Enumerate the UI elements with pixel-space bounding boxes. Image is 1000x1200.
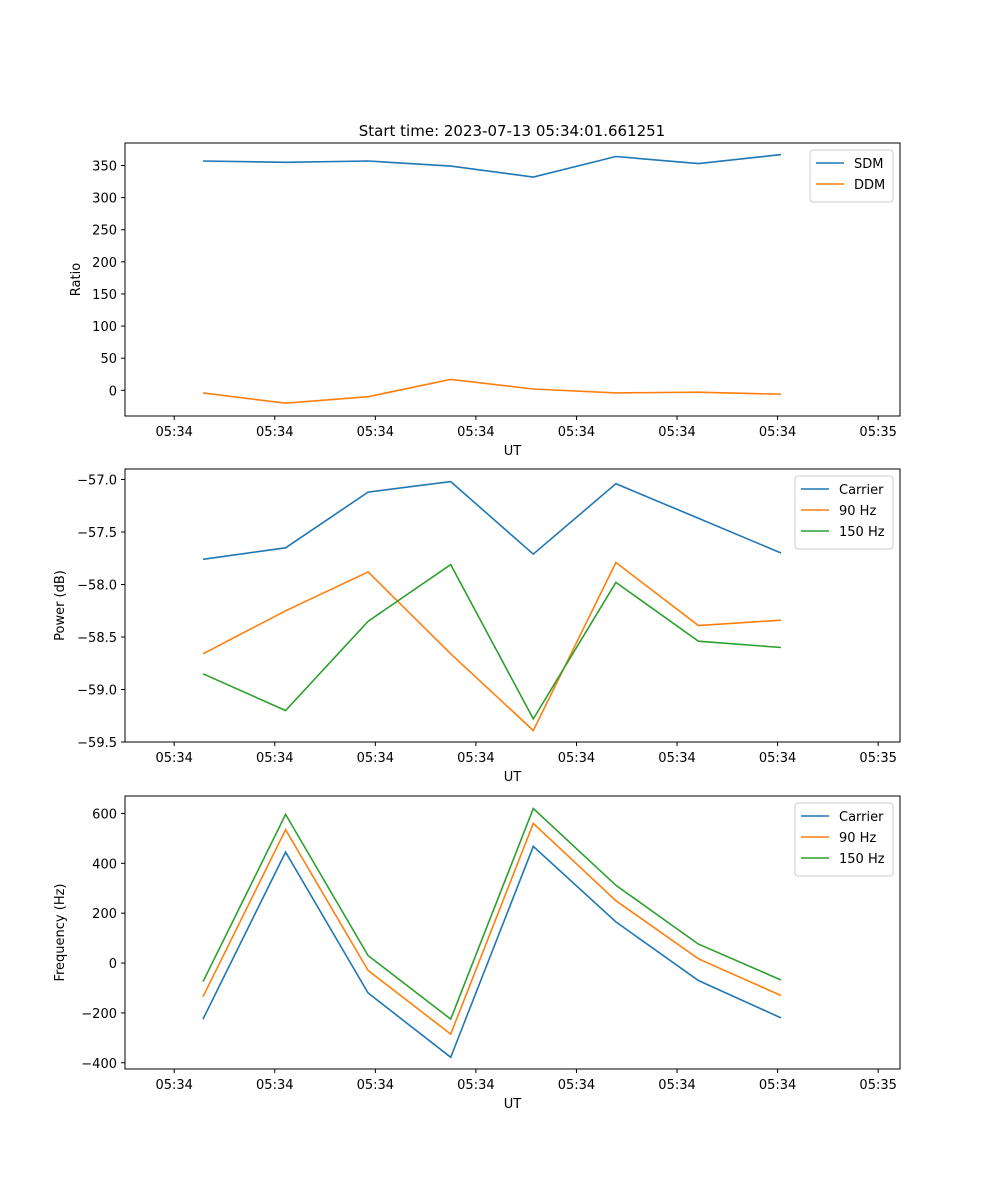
series-line-ddm (202, 378, 782, 405)
y-tick-label: 100 (92, 320, 117, 335)
legend-label: 90 Hz (839, 504, 876, 519)
x-tick-label: 05:34 (357, 425, 394, 440)
axes-frame (124, 142, 901, 417)
x-tick-label: 05:34 (558, 425, 595, 440)
y-tick-label: 300 (92, 192, 117, 207)
x-tick-label: 05:34 (155, 751, 192, 766)
x-tick-label: 05:34 (457, 751, 494, 766)
y-tick-label: 50 (100, 352, 117, 367)
axes-frame (124, 468, 901, 743)
legend-label: Carrier (839, 483, 884, 498)
x-tick-label: 05:34 (457, 1078, 494, 1093)
subplot-ratio: 05:34 05:34 05:34 05:34 05:34 05:34 05:34 05:35… (69, 142, 901, 459)
x-tick-label: 05:34 (256, 1078, 293, 1093)
x-tick-label: 05:34 (658, 751, 695, 766)
y-tick-label: −57.5 (77, 526, 117, 541)
y-tick-label: 350 (92, 159, 117, 174)
series-line-sdm (202, 153, 782, 178)
axes-frame (124, 795, 901, 1070)
x-axis-label: UT (504, 1097, 522, 1112)
series-line-carrier (202, 845, 782, 1059)
y-tick-label: −58.0 (77, 579, 117, 594)
y-axis-label: Ratio (69, 263, 84, 296)
x-tick-label: 05:34 (759, 425, 796, 440)
subplot-frequency: 05:34 05:34 05:34 05:34 05:34 05:34 05:34 05:35… (53, 795, 901, 1112)
y-tick-label: 400 (92, 857, 117, 872)
figure-title: Start time: 2023-07-13 05:34:01.661251 (359, 122, 665, 140)
x-tick-label: 05:34 (256, 751, 293, 766)
y-tick-label: −59.0 (77, 684, 117, 699)
y-tick-label: 0 (109, 957, 117, 972)
x-tick-label: 05:34 (759, 751, 796, 766)
y-tick-label: −400 (81, 1057, 117, 1072)
x-tick-label: 05:34 (558, 751, 595, 766)
subplot-power: 05:34 05:34 05:34 05:34 05:34 05:34 05:34 05:35… (53, 468, 901, 785)
y-tick-label: 0 (109, 384, 117, 399)
x-tick-label: 05:35 (859, 425, 896, 440)
series-line-carrier (202, 480, 782, 561)
y-tick-label: 600 (92, 807, 117, 822)
y-tick-label: 200 (92, 256, 117, 271)
legend-label: 90 Hz (839, 831, 876, 846)
x-tick-label: 05:34 (256, 425, 293, 440)
x-tick-label: 05:35 (859, 751, 896, 766)
legend-label: DDM (854, 178, 885, 193)
series-line-90-hz (202, 561, 782, 732)
legend-label: Carrier (839, 810, 884, 825)
legend: Carrier 90 Hz 150 Hz (794, 475, 894, 550)
x-axis-label: UT (504, 770, 522, 785)
x-tick-label: 05:34 (155, 425, 192, 440)
y-tick-label: −59.5 (77, 736, 117, 751)
x-tick-label: 05:34 (558, 1078, 595, 1093)
legend: SDM DDM (809, 149, 894, 203)
x-tick-label: 05:34 (457, 425, 494, 440)
legend-label: 150 Hz (839, 525, 885, 540)
y-axis-label: Power (dB) (53, 570, 68, 641)
y-tick-label: −200 (81, 1007, 117, 1022)
x-tick-label: 05:34 (357, 1078, 394, 1093)
series-line-150-hz (202, 563, 782, 721)
y-tick-label: −58.5 (77, 631, 117, 646)
x-tick-label: 05:34 (658, 425, 695, 440)
x-tick-label: 05:34 (658, 1078, 695, 1093)
y-tick-label: 150 (92, 288, 117, 303)
series-line-150-hz (202, 807, 782, 1021)
x-tick-label: 05:34 (759, 1078, 796, 1093)
x-tick-label: 05:34 (155, 1078, 192, 1093)
y-axis-label: Frequency (Hz) (53, 883, 68, 981)
legend-label: 150 Hz (839, 852, 885, 867)
y-tick-label: 200 (92, 907, 117, 922)
x-tick-label: 05:34 (357, 751, 394, 766)
x-axis-label: UT (504, 444, 522, 459)
x-tick-label: 05:35 (859, 1078, 896, 1093)
legend: Carrier 90 Hz 150 Hz (794, 802, 894, 877)
legend-label: SDM (854, 157, 883, 172)
y-tick-label: 250 (92, 224, 117, 239)
y-tick-label: −57.0 (77, 474, 117, 489)
series-line-90-hz (202, 822, 782, 1036)
